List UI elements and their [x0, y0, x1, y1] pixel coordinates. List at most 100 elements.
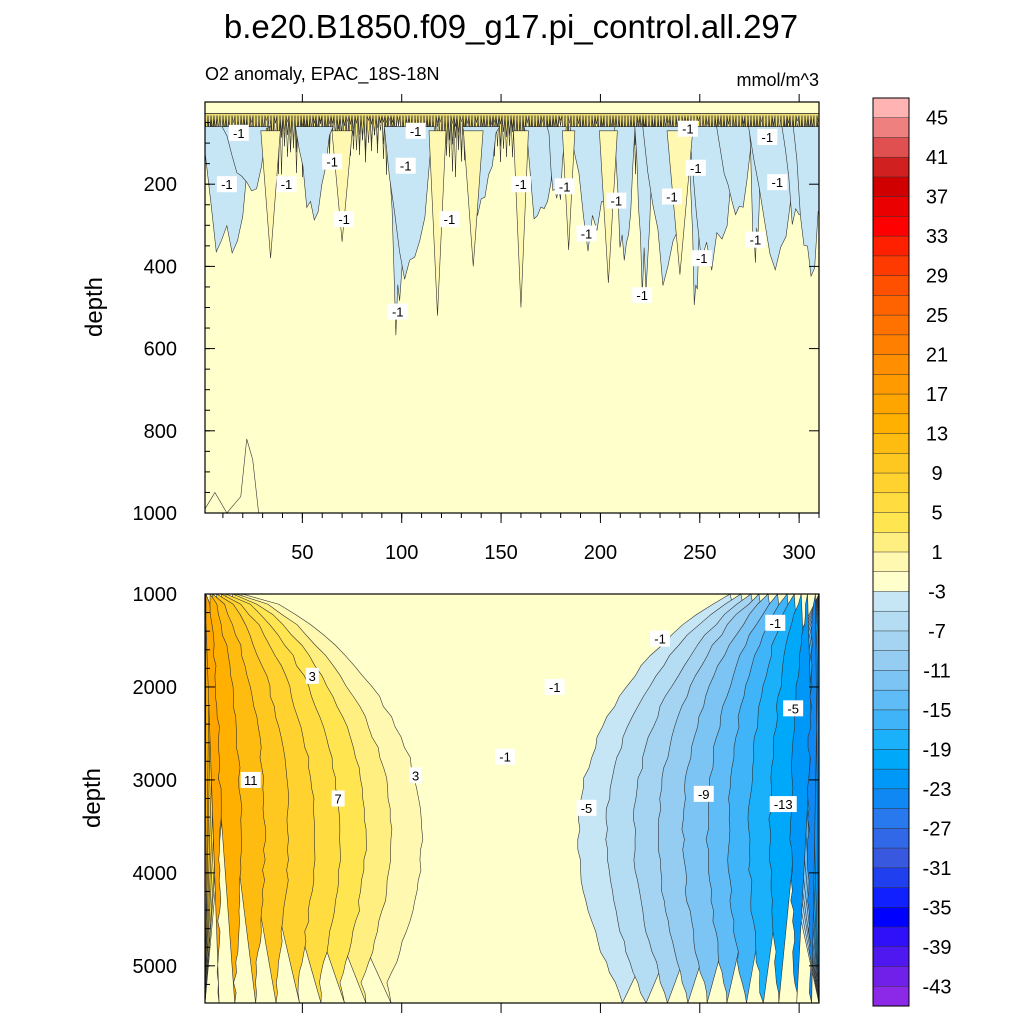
upper-contour-labels: -1 -1 -1 -1 -1 -1 -1 -1 -1 -1 -1 -1 -1 -1 -1 -1 -1 -1 -1 -1…	[216, 120, 788, 320]
contour-label-box	[691, 250, 712, 267]
colorbar-swatch	[872, 117, 910, 139]
colorbar-swatch	[872, 413, 910, 435]
lower-axis-ticks	[205, 593, 819, 1013]
colorbar-swatch	[872, 472, 910, 494]
contour-label: -1	[611, 194, 623, 209]
contour-label: -1	[581, 227, 593, 242]
lower-y-tick-label: 5000	[133, 956, 178, 978]
colorbar-swatch	[872, 630, 910, 652]
contour-label: -1	[636, 288, 648, 303]
colorbar-swatch	[872, 176, 910, 198]
colorbar-label: 45	[926, 108, 948, 130]
contour-label: 7	[335, 792, 342, 807]
contour-label-box	[409, 767, 423, 784]
colorbar-swatches	[872, 97, 910, 1007]
colorbar-swatch	[872, 156, 910, 178]
contour-label-box	[276, 176, 297, 193]
colorbar-swatch	[872, 847, 910, 869]
upper-positive-anomaly-spike	[463, 130, 484, 267]
contour-label: -9	[698, 787, 710, 802]
colorbar: 45 41 37 33 29 25 21 17 13 9 5 1 -3 -7 -11 -15 -19 -23 -27…	[872, 97, 952, 1007]
contour-label-box	[576, 225, 597, 242]
colorbar-swatch	[872, 650, 910, 671]
upper-x-tick-label: 300	[782, 542, 815, 564]
colorbar-swatch	[872, 689, 910, 711]
colorbar-label: 1	[931, 542, 942, 564]
upper-plot-area: -1 -1 -1 -1 -1 -1 -1 -1 -1 -1 -1 -1 -1 -1 -1 -1 -1 -1 -1 -1…	[205, 102, 819, 513]
colorbar-label: -3	[928, 581, 946, 603]
colorbar-swatch	[872, 749, 910, 770]
colorbar-swatch	[872, 946, 910, 968]
colorbar-swatch	[872, 137, 910, 158]
upper-axis-ticks	[205, 94, 820, 523]
colorbar-label: 13	[926, 424, 948, 446]
upper-contour-fills	[205, 113, 819, 336]
colorbar-swatch	[872, 314, 910, 336]
contour-label: -1	[499, 750, 511, 765]
contour-label-box	[510, 176, 531, 193]
upper-positive-anomaly-spike	[260, 130, 281, 259]
upper-negative-anomaly-plume	[221, 126, 272, 192]
colorbar-swatch	[872, 216, 910, 237]
upper-contour-lines	[205, 438, 259, 513]
colorbar-swatch	[872, 887, 910, 908]
lower-y-tick-label: 4000	[133, 863, 178, 885]
upper-x-tick-label: 150	[484, 542, 517, 564]
contour-label: -1	[444, 212, 456, 227]
colorbar-swatch	[872, 354, 910, 375]
colorbar-label: 9	[931, 463, 942, 485]
figure-subtitle: O2 anomaly, EPAC_18S-18N	[205, 64, 439, 85]
colorbar-swatch	[872, 610, 910, 632]
upper-y-tick-label: 1000	[133, 503, 178, 525]
upper-y-tick-label: 800	[144, 421, 177, 443]
contour-label-box	[334, 211, 355, 228]
contour-label-box	[228, 124, 249, 141]
colorbar-swatch	[872, 532, 910, 553]
colorbar-swatch	[872, 295, 910, 316]
lower-y-tick-label: 1000	[133, 584, 178, 606]
upper-panel: -1 -1 -1 -1 -1 -1 -1 -1 -1 -1 -1 -1 -1 -1 -1 -1 -1 -1 -1 -1…	[81, 94, 820, 564]
contour-label-box	[216, 176, 237, 193]
contour-label-box	[554, 178, 575, 195]
contour-label-box	[767, 174, 788, 191]
upper-x-tick-label: 50	[291, 542, 313, 564]
contour-label: -1	[400, 159, 412, 174]
contour-label-box	[405, 122, 426, 139]
contour-label-box	[395, 157, 416, 174]
colorbar-swatch	[872, 374, 910, 395]
colorbar-label: 33	[926, 226, 948, 248]
colorbar-swatch	[872, 492, 910, 514]
lower-y-tick-label: 2000	[133, 677, 178, 699]
contour-label-box	[387, 303, 408, 320]
lower-negative-contour-band	[806, 594, 819, 1003]
colorbar-swatch	[872, 709, 910, 731]
lower-y-tick-label: 3000	[133, 770, 178, 792]
upper-surface-noise-band	[205, 113, 819, 158]
contour-label: -1	[696, 251, 708, 266]
colorbar-label: -15	[923, 700, 952, 722]
colorbar-label: 29	[926, 266, 948, 288]
colorbar-label: -7	[928, 621, 946, 643]
upper-x-tick-labels: 50 100 150 200 250 300	[291, 542, 816, 564]
colorbar-swatch	[872, 433, 910, 454]
upper-x-tick-label: 200	[584, 542, 617, 564]
colorbar-frame	[872, 97, 910, 1007]
contour-label: -1	[771, 175, 783, 190]
colorbar-swatch	[872, 591, 910, 612]
contour-label-box	[783, 700, 804, 717]
lower-y-tick-labels: 1000 2000 3000 4000 5000	[133, 584, 178, 978]
colorbar-label: -19	[923, 739, 952, 761]
contour-label-box	[693, 785, 714, 802]
colorbar-swatch	[872, 828, 910, 849]
upper-y-axis-label: depth	[81, 277, 108, 337]
contour-label: -1	[392, 305, 404, 320]
contour-label: 3	[309, 669, 316, 684]
colorbar-label: 25	[926, 305, 948, 327]
colorbar-labels: 45 41 37 33 29 25 21 17 13 9 5 1 -3 -7 -11 -15 -19 -23 -27…	[923, 108, 952, 999]
contour-label-box	[661, 188, 682, 205]
contour-label: 11	[244, 773, 258, 788]
contour-label-box	[331, 790, 345, 807]
contour-label: -1	[770, 616, 782, 631]
contour-label-box	[544, 678, 565, 695]
